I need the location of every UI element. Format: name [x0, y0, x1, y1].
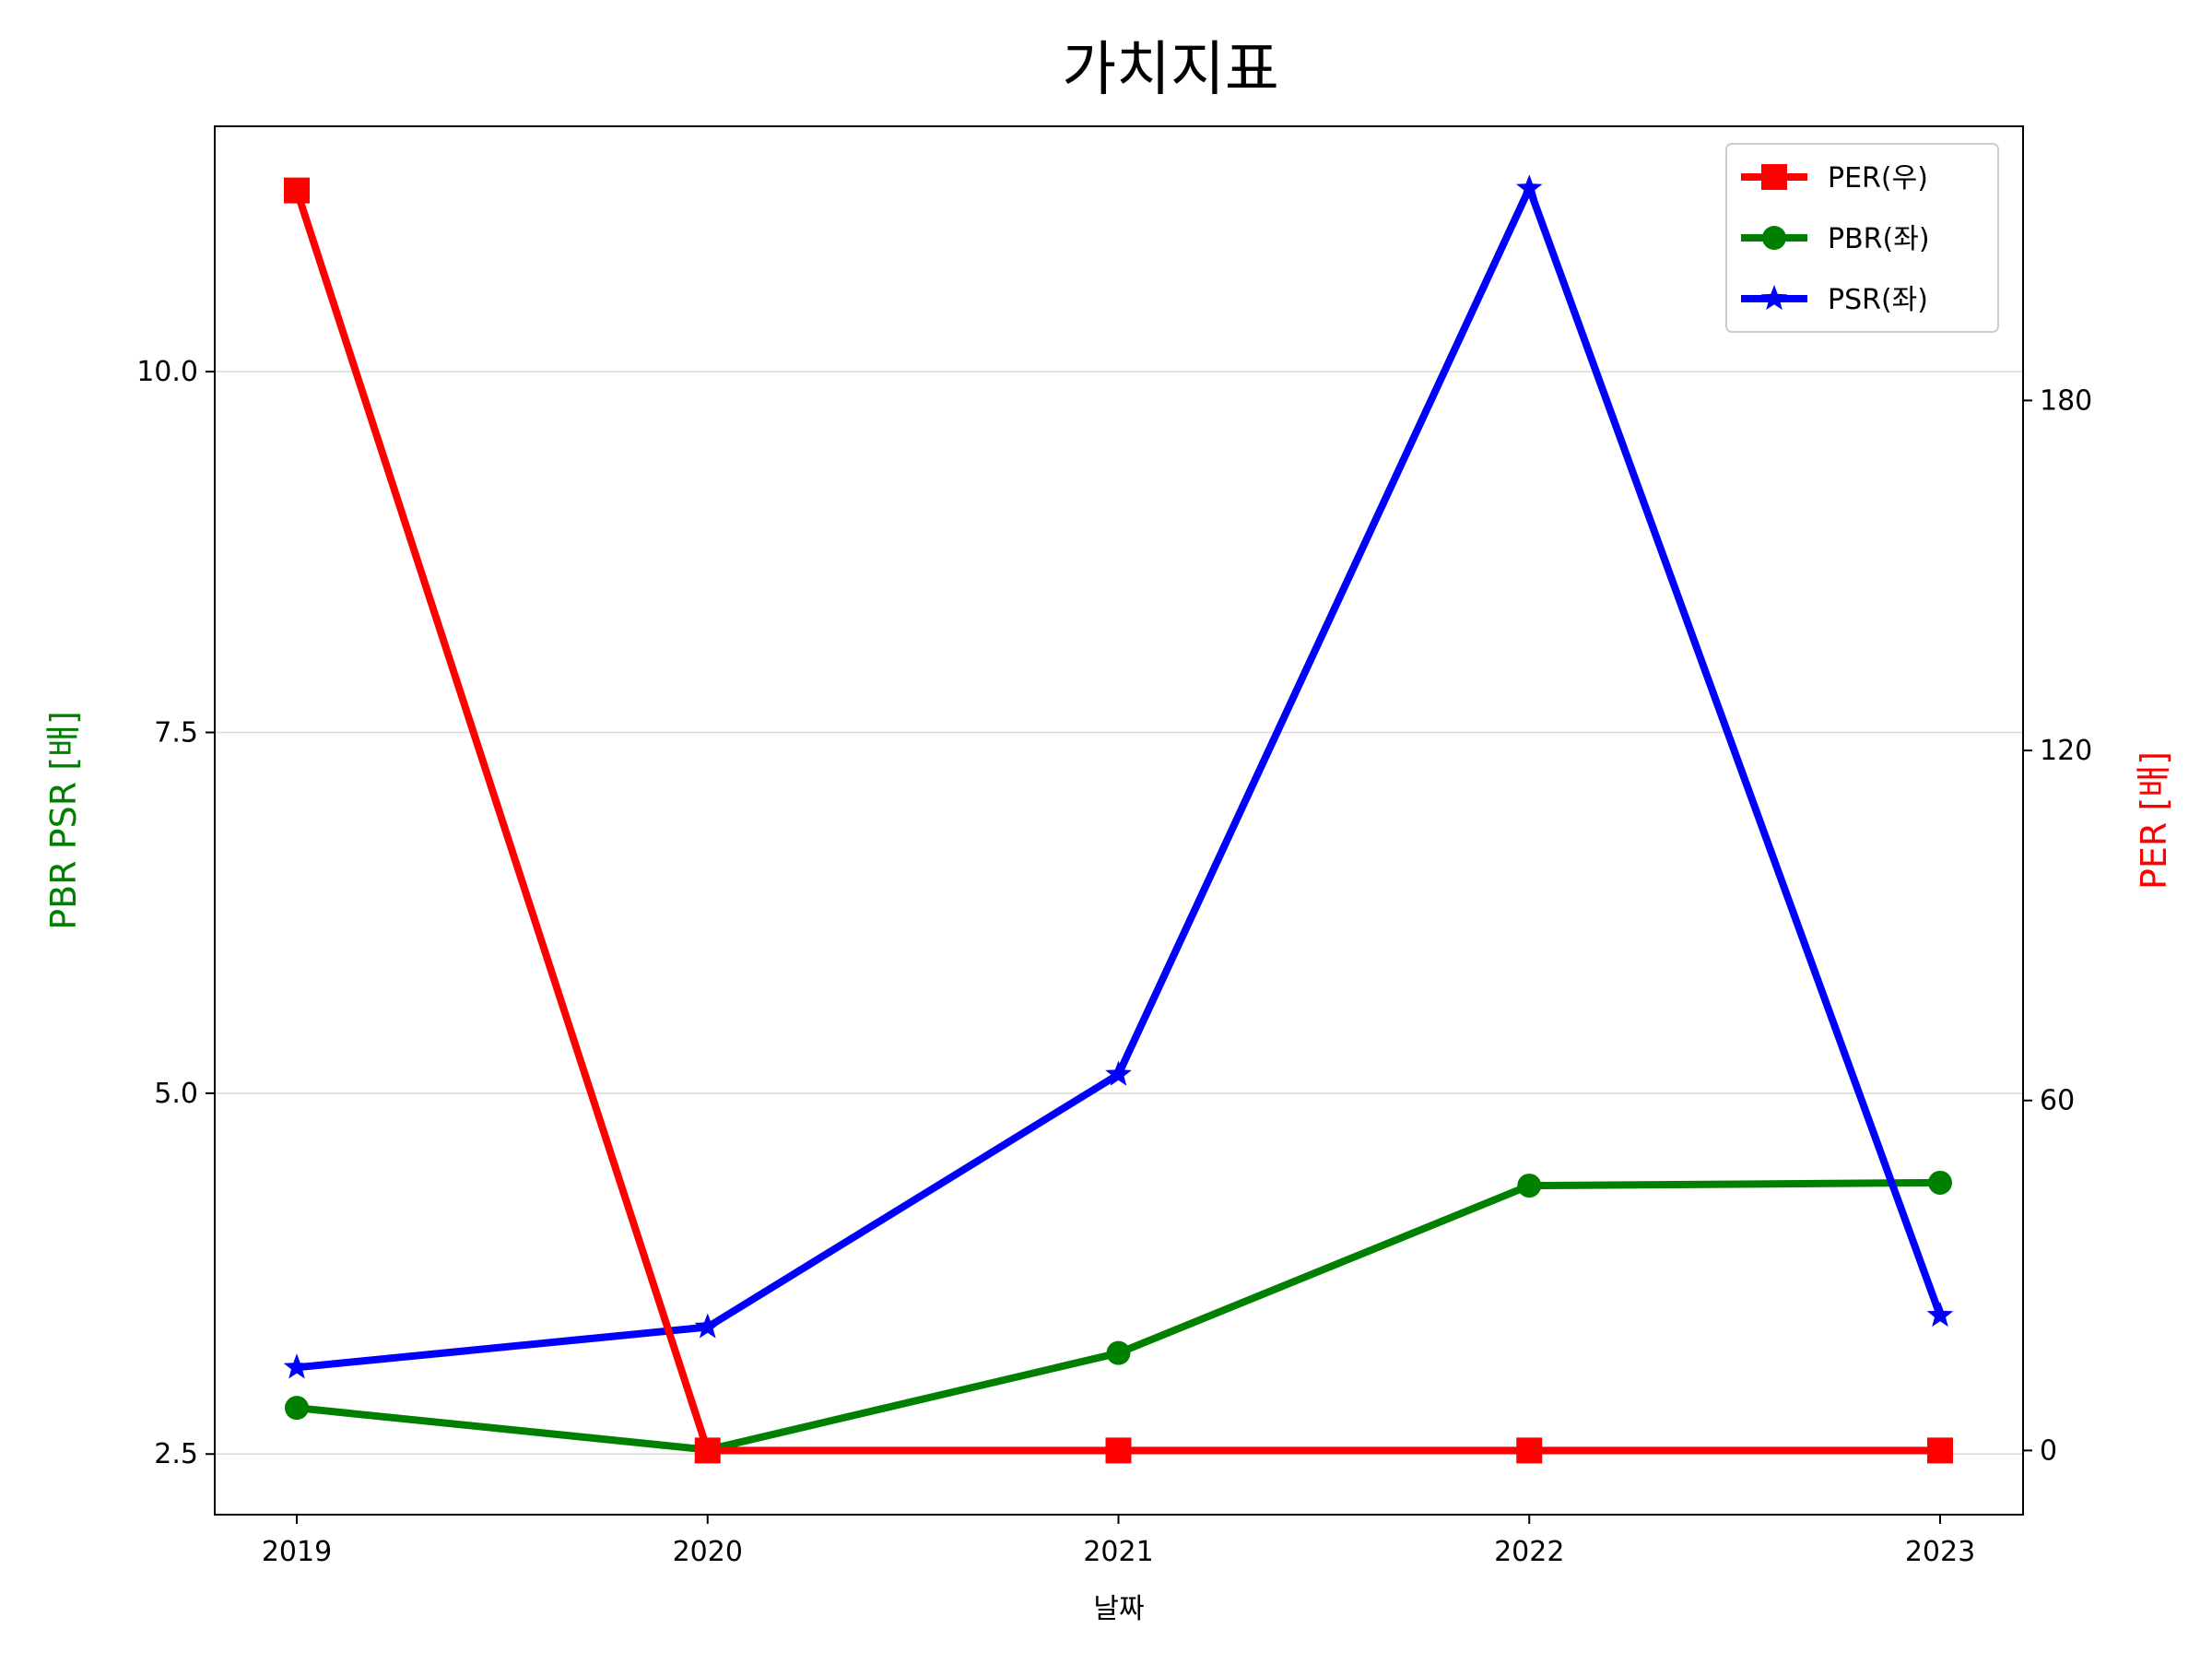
x-tick-label: 2020: [673, 1536, 743, 1568]
left-y-tick-label: 5.0: [154, 1078, 198, 1110]
legend-label: PSR(좌): [1828, 284, 1928, 316]
data-point: [1517, 1174, 1542, 1198]
data-point: [1927, 1437, 1953, 1464]
legend-label: PER(우): [1828, 162, 1928, 195]
series-psr: [283, 174, 1954, 1379]
x-axis: 2019 2020 2021 2022 2023: [262, 1515, 1975, 1568]
data-point: [285, 1396, 309, 1421]
x-tick-label: 2023: [1905, 1536, 1975, 1568]
left-y-axis: 2.5 5.0 7.5 10.0: [136, 356, 215, 1470]
legend: PER(우) PBR(좌) PSR(좌): [1725, 143, 1999, 333]
data-point: [284, 177, 310, 204]
data-point: [1928, 1170, 1952, 1195]
data-point: [1105, 1060, 1132, 1086]
right-y-tick-label: 180: [2040, 384, 2092, 417]
data-point: [694, 1313, 721, 1339]
plot-frame: [214, 125, 2024, 1516]
left-y-tick-label: 7.5: [154, 717, 198, 749]
legend-box: [1725, 143, 1999, 333]
data-point: [694, 1437, 721, 1464]
x-axis-label: 날짜: [1093, 1593, 1144, 1625]
x-tick-label: 2022: [1494, 1536, 1564, 1568]
data-point: [1105, 1437, 1132, 1464]
legend-marker: [1762, 226, 1786, 250]
legend-marker: [1761, 164, 1787, 190]
series-pbr: [285, 1170, 1952, 1462]
x-tick-label: 2021: [1083, 1536, 1153, 1568]
series-per: [284, 177, 1953, 1464]
series-layer: [283, 174, 1954, 1464]
left-y-tick-label: 2.5: [154, 1438, 198, 1470]
data-point: [1926, 1302, 1954, 1328]
right-y-tick-label: 60: [2040, 1085, 2075, 1117]
data-point: [1516, 1437, 1543, 1464]
chart-title: 가치지표: [1062, 36, 1279, 104]
data-point: [1106, 1340, 1131, 1365]
series-line: [293, 184, 1944, 1372]
right-y-axis: 0 60 120 180: [2023, 384, 2092, 1467]
data-point: [1516, 174, 1543, 200]
left-y-tick-label: 10.0: [136, 356, 198, 388]
data-point: [283, 1353, 311, 1379]
right-y-tick-label: 120: [2040, 735, 2092, 767]
right-y-axis-label: PER [배]: [2134, 751, 2174, 890]
series-line: [293, 186, 1944, 1455]
x-tick-label: 2019: [262, 1536, 332, 1568]
left-y-axis-label: PBR PSR [배]: [43, 711, 84, 930]
grid-lines: [215, 371, 2023, 1455]
legend-label: PBR(좌): [1828, 223, 1930, 255]
right-y-tick-label: 0: [2040, 1434, 2057, 1467]
series-line: [293, 1178, 1944, 1454]
legend-marker: [1760, 285, 1788, 311]
